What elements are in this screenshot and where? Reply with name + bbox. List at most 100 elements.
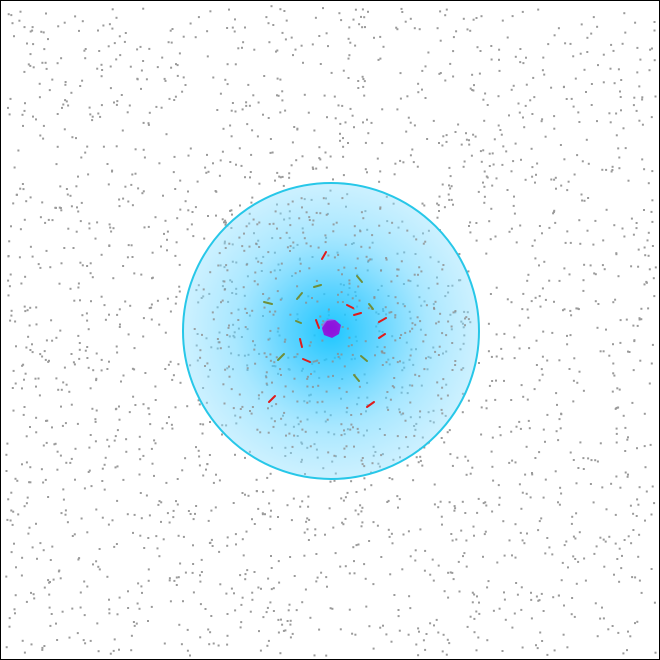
dust-particle bbox=[619, 319, 622, 322]
dust-particle bbox=[192, 591, 195, 594]
dust-particle bbox=[475, 239, 478, 242]
dust-particle bbox=[411, 148, 414, 151]
dust-particle bbox=[601, 264, 604, 267]
dust-particle bbox=[569, 241, 572, 244]
dust-particle bbox=[559, 486, 562, 489]
field-particle bbox=[396, 268, 399, 271]
dust-particle bbox=[501, 357, 504, 360]
dust-particle bbox=[501, 163, 504, 166]
dust-particle bbox=[653, 601, 656, 604]
field-particle bbox=[422, 340, 425, 343]
dust-particle bbox=[544, 478, 547, 481]
field-particle bbox=[383, 434, 386, 436]
dust-particle bbox=[22, 188, 25, 191]
dust-particle bbox=[525, 445, 528, 448]
dust-particle bbox=[66, 521, 69, 524]
dust-particle bbox=[44, 221, 47, 224]
dust-particle bbox=[234, 453, 236, 456]
dust-particle bbox=[58, 206, 61, 209]
dust-particle bbox=[651, 199, 654, 202]
dust-particle bbox=[156, 547, 159, 550]
dust-particle bbox=[490, 355, 493, 358]
field-particle bbox=[322, 197, 325, 200]
field-particle bbox=[243, 232, 245, 235]
dust-particle bbox=[540, 592, 543, 595]
dust-particle bbox=[490, 58, 493, 61]
dust-particle bbox=[276, 49, 279, 52]
dust-particle bbox=[12, 510, 15, 513]
dust-particle bbox=[42, 31, 45, 34]
dust-particle bbox=[424, 549, 427, 552]
dust-particle bbox=[51, 219, 54, 222]
dust-particle bbox=[119, 54, 122, 57]
field-particle bbox=[275, 356, 278, 359]
dust-particle bbox=[279, 652, 282, 655]
dust-particle bbox=[554, 221, 557, 224]
dust-particle bbox=[283, 10, 286, 12]
dust-particle bbox=[548, 546, 551, 549]
dust-particle bbox=[118, 405, 120, 408]
dust-particle bbox=[524, 178, 527, 181]
dust-particle bbox=[64, 81, 67, 83]
dust-particle bbox=[643, 412, 646, 415]
dust-particle bbox=[586, 51, 589, 53]
field-particle bbox=[341, 301, 344, 303]
dust-particle bbox=[269, 515, 272, 518]
dust-particle bbox=[160, 245, 162, 248]
dust-particle bbox=[379, 626, 382, 629]
dust-particle bbox=[480, 433, 483, 436]
dust-particle bbox=[635, 109, 638, 112]
dust-particle bbox=[150, 318, 153, 321]
dust-particle bbox=[206, 30, 209, 33]
dust-particle bbox=[468, 225, 470, 227]
red-marker bbox=[302, 358, 311, 363]
dust-particle bbox=[468, 139, 470, 142]
dust-particle bbox=[143, 226, 146, 229]
dust-particle bbox=[176, 74, 179, 77]
dust-particle bbox=[207, 628, 210, 631]
dust-particle bbox=[150, 447, 153, 450]
dust-particle bbox=[479, 150, 482, 153]
dust-particle bbox=[361, 506, 364, 509]
dust-particle bbox=[15, 345, 17, 348]
dust-particle bbox=[71, 607, 74, 610]
dust-particle bbox=[603, 268, 606, 271]
dust-particle bbox=[482, 98, 485, 101]
dust-particle bbox=[51, 545, 54, 548]
dust-particle bbox=[398, 498, 401, 501]
dust-particle bbox=[524, 473, 527, 476]
dust-particle bbox=[23, 109, 26, 112]
field-particle bbox=[447, 320, 450, 323]
dust-particle bbox=[632, 369, 635, 372]
dust-particle bbox=[269, 601, 272, 604]
dust-particle bbox=[569, 309, 572, 312]
dust-particle bbox=[68, 636, 71, 639]
dust-particle bbox=[181, 469, 184, 472]
dust-particle bbox=[303, 93, 306, 96]
field-particle bbox=[379, 207, 382, 210]
dust-particle bbox=[482, 502, 485, 505]
dust-particle bbox=[521, 308, 524, 311]
dust-particle bbox=[560, 492, 563, 495]
dust-particle bbox=[458, 253, 461, 255]
dust-particle bbox=[577, 560, 580, 563]
dust-particle bbox=[582, 289, 585, 292]
dust-particle bbox=[121, 129, 124, 132]
dust-particle bbox=[307, 495, 310, 498]
dust-particle bbox=[469, 615, 472, 618]
dust-particle bbox=[348, 26, 351, 29]
dust-particle bbox=[544, 440, 546, 443]
dust-particle bbox=[197, 16, 200, 19]
field-particle bbox=[249, 410, 251, 412]
dust-particle bbox=[69, 287, 72, 290]
dust-particle bbox=[551, 331, 554, 334]
dust-particle bbox=[636, 324, 639, 327]
dust-particle bbox=[498, 607, 501, 610]
dust-particle bbox=[521, 646, 524, 649]
dust-particle bbox=[102, 24, 105, 27]
field-particle bbox=[385, 257, 388, 259]
dust-particle bbox=[79, 261, 82, 264]
dust-particle bbox=[89, 639, 92, 642]
dust-particle bbox=[304, 588, 307, 591]
field-particle bbox=[374, 354, 376, 357]
